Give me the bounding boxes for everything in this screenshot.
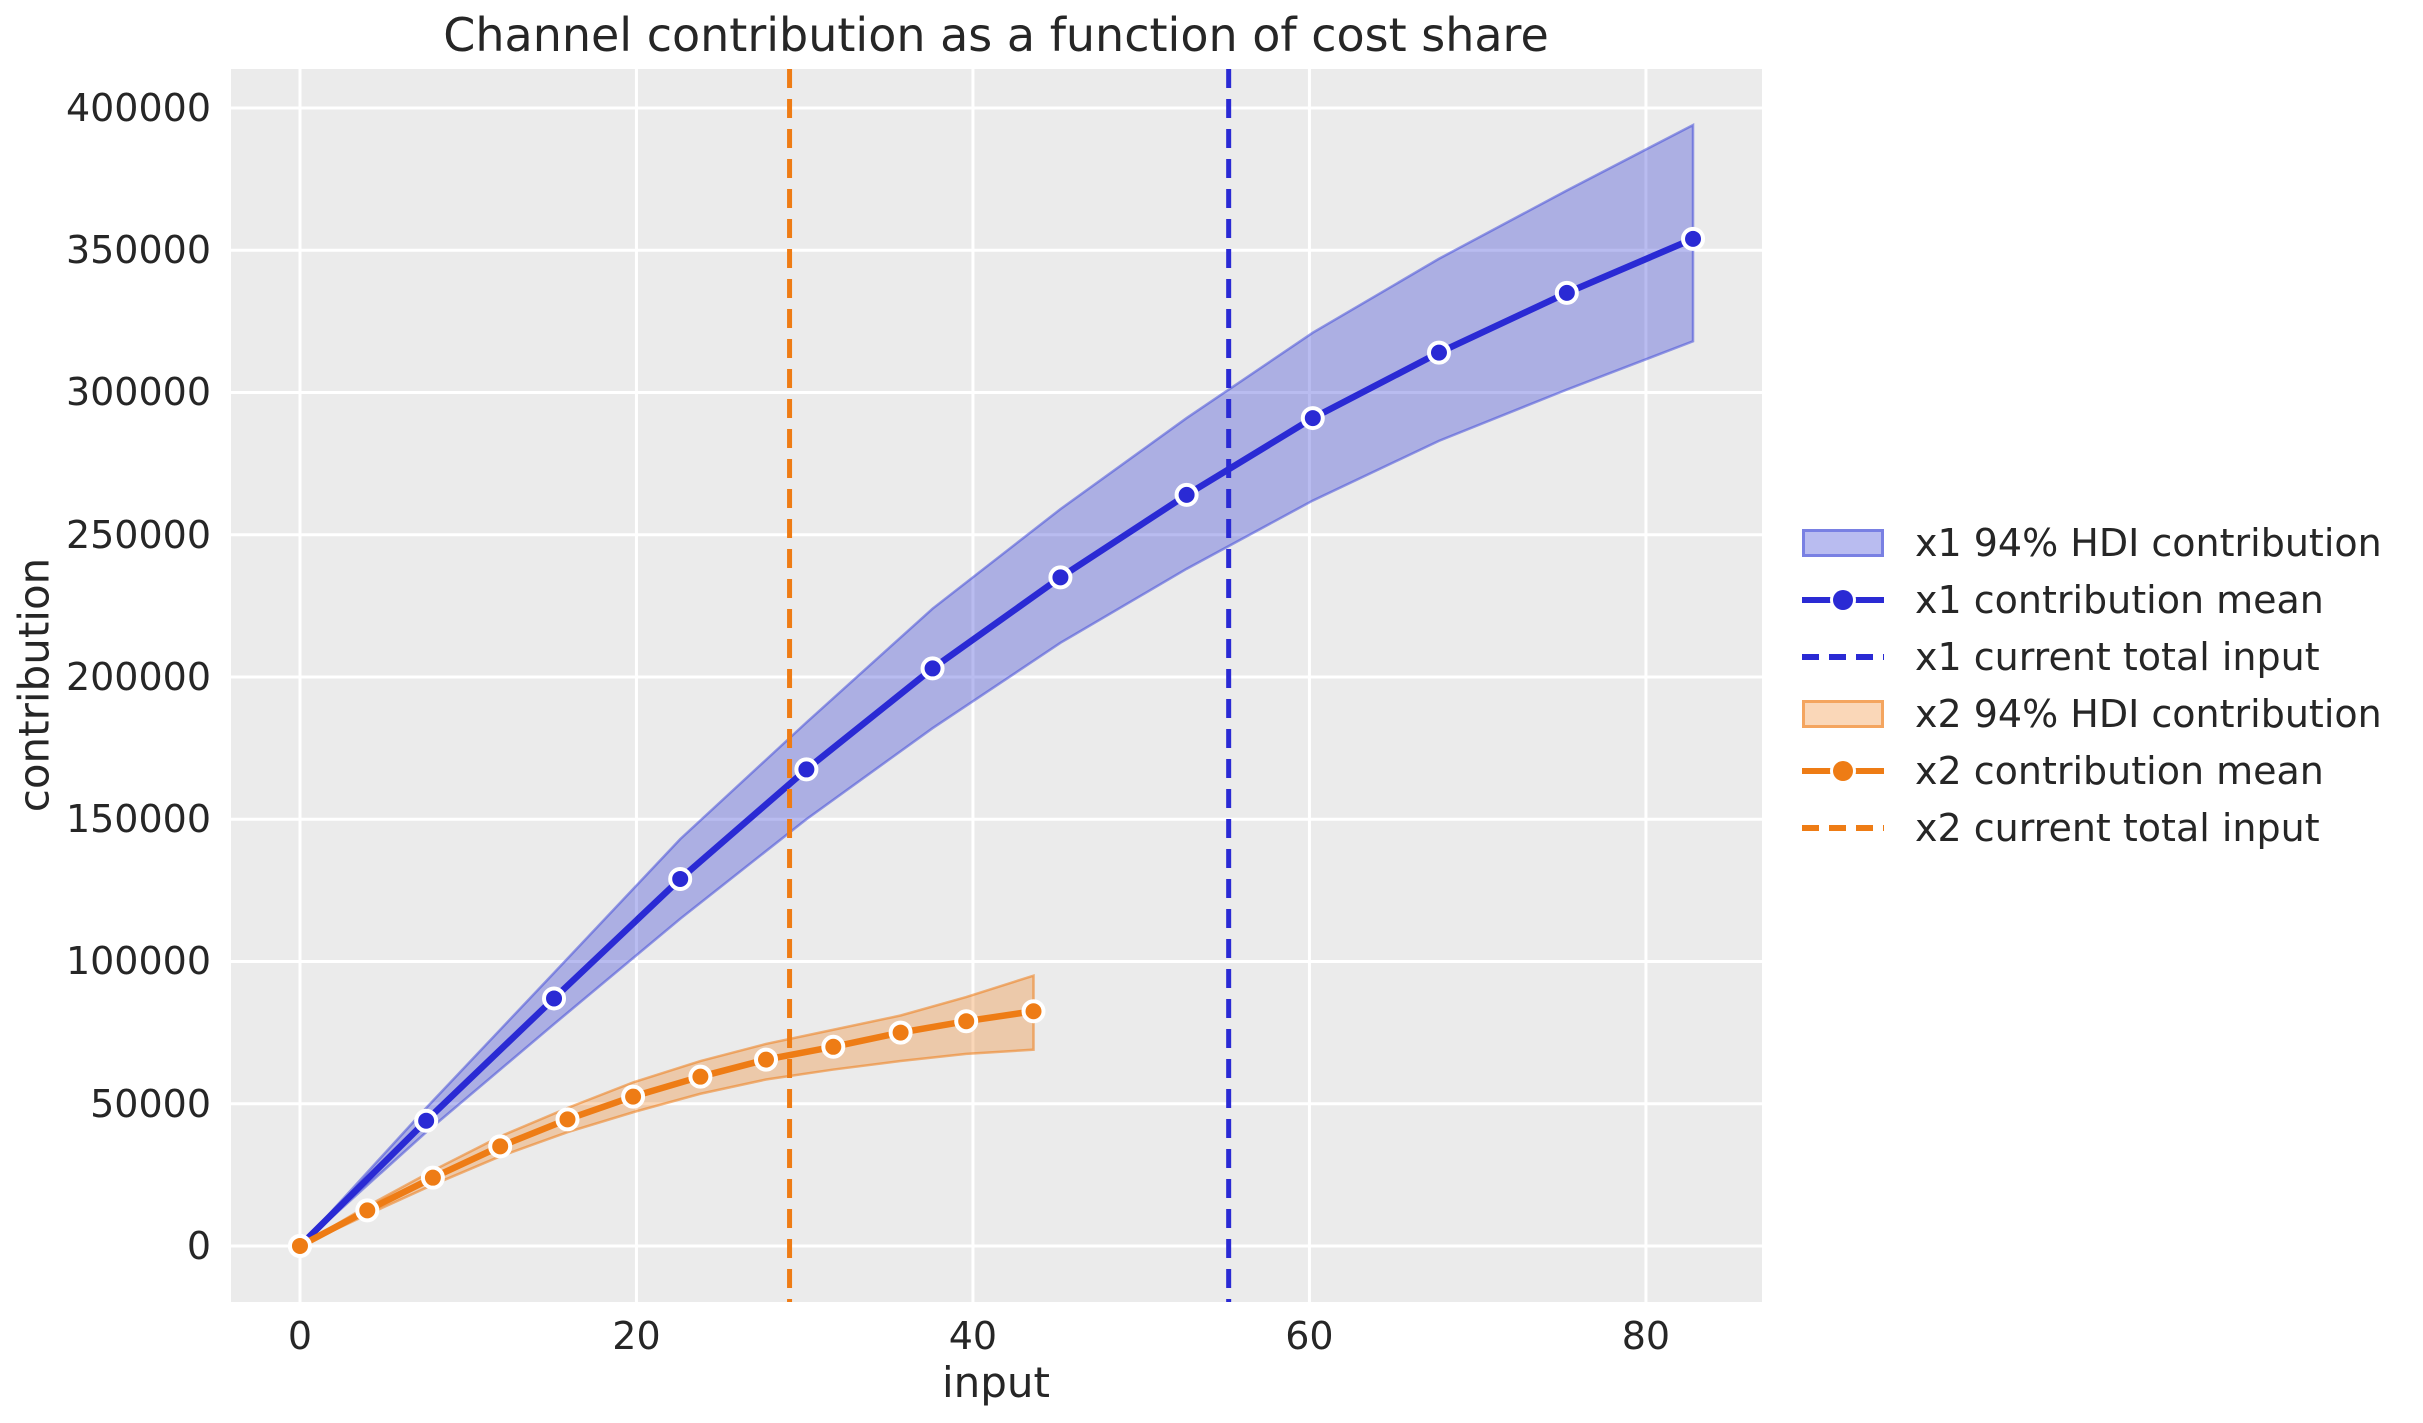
y-tick-label: 150000 [65,797,211,842]
x2-mean-marker [420,1165,445,1190]
y-tick-label: 400000 [65,85,211,130]
x2-mean-marker [688,1064,713,1089]
x-tick-label: 80 [1621,1314,1671,1358]
y-tick-label: 250000 [65,512,211,557]
x1-mean-marker [1681,226,1706,251]
x1-mean-line [296,235,1697,1250]
legend-item-x2-line: x2 contribution mean [1802,742,2382,799]
y-tick-label: 50000 [90,1081,211,1126]
y-tick-label: 200000 [65,654,211,699]
x1-mean-marker [920,656,945,681]
legend-band-swatch [1802,528,1884,557]
legend-band-swatch [1802,699,1884,728]
legend: x1 94% HDI contribution x1 contribution m… [1802,514,2382,856]
legend-dash-icon [1802,824,1884,831]
legend-item-x2-dash: x2 current total input [1802,799,2382,856]
chart-title: Channel contribution as a function of co… [443,8,1549,62]
legend-item-x1-line: x1 contribution mean [1802,571,2382,628]
legend-marker-dot-icon [1833,589,1853,610]
y-tick-label: 300000 [65,370,211,415]
x1-mean-marker [542,986,567,1011]
x1-mean-marker [1048,565,1073,590]
x1-mean-marker [1174,482,1199,507]
x1-mean-marker [1426,340,1451,365]
x1-mean-marker [414,1108,439,1133]
x1-mean-marker [1554,280,1579,305]
x2-mean-marker [954,1009,979,1034]
legend-label: x2 contribution mean [1915,748,2324,793]
x2-mean-marker [488,1134,513,1159]
legend-item-x1-dash: x1 current total input [1802,628,2382,685]
legend-dash-swatch [1802,814,1884,842]
x2-mean-marker [355,1198,380,1223]
legend-item-x2-band: x2 94% HDI contribution [1802,685,2382,742]
legend-marker-dot-icon [1833,760,1853,781]
legend-dash-swatch [1802,643,1884,671]
x1-mean-marker [1300,406,1325,431]
x2-mean-marker [754,1047,779,1072]
x-tick-label: 0 [287,1314,313,1358]
x1-mean-marker [668,866,693,891]
legend-dash-icon [1802,653,1884,660]
legend-item-x1-band: x1 94% HDI contribution [1802,514,2382,571]
x2-mean-marker [888,1020,913,1045]
y-tick-label: 350000 [65,228,211,273]
x1-mean-marker [794,757,819,782]
legend-label: x2 94% HDI contribution [1915,691,2382,736]
x2-mean-marker [555,1107,580,1132]
legend-label: x1 current total input [1915,634,2320,679]
legend-label: x2 current total input [1915,805,2320,850]
x-axis-label: input [941,1358,1051,1407]
x2-mean-marker [1021,999,1046,1024]
x2-mean-marker [621,1084,646,1109]
y-tick-label: 0 [186,1223,211,1268]
y-tick-label: 100000 [65,939,211,984]
x-tick-label: 60 [1285,1314,1334,1358]
x-tick-label: 40 [948,1314,998,1358]
legend-line-swatch [1802,586,1884,614]
x2-mean-marker [287,1233,312,1258]
legend-label: x1 contribution mean [1915,577,2324,622]
x2-mean-marker [821,1034,846,1059]
legend-line-swatch [1802,757,1884,785]
x-tick-label: 20 [612,1314,661,1358]
legend-label: x1 94% HDI contribution [1915,520,2382,565]
